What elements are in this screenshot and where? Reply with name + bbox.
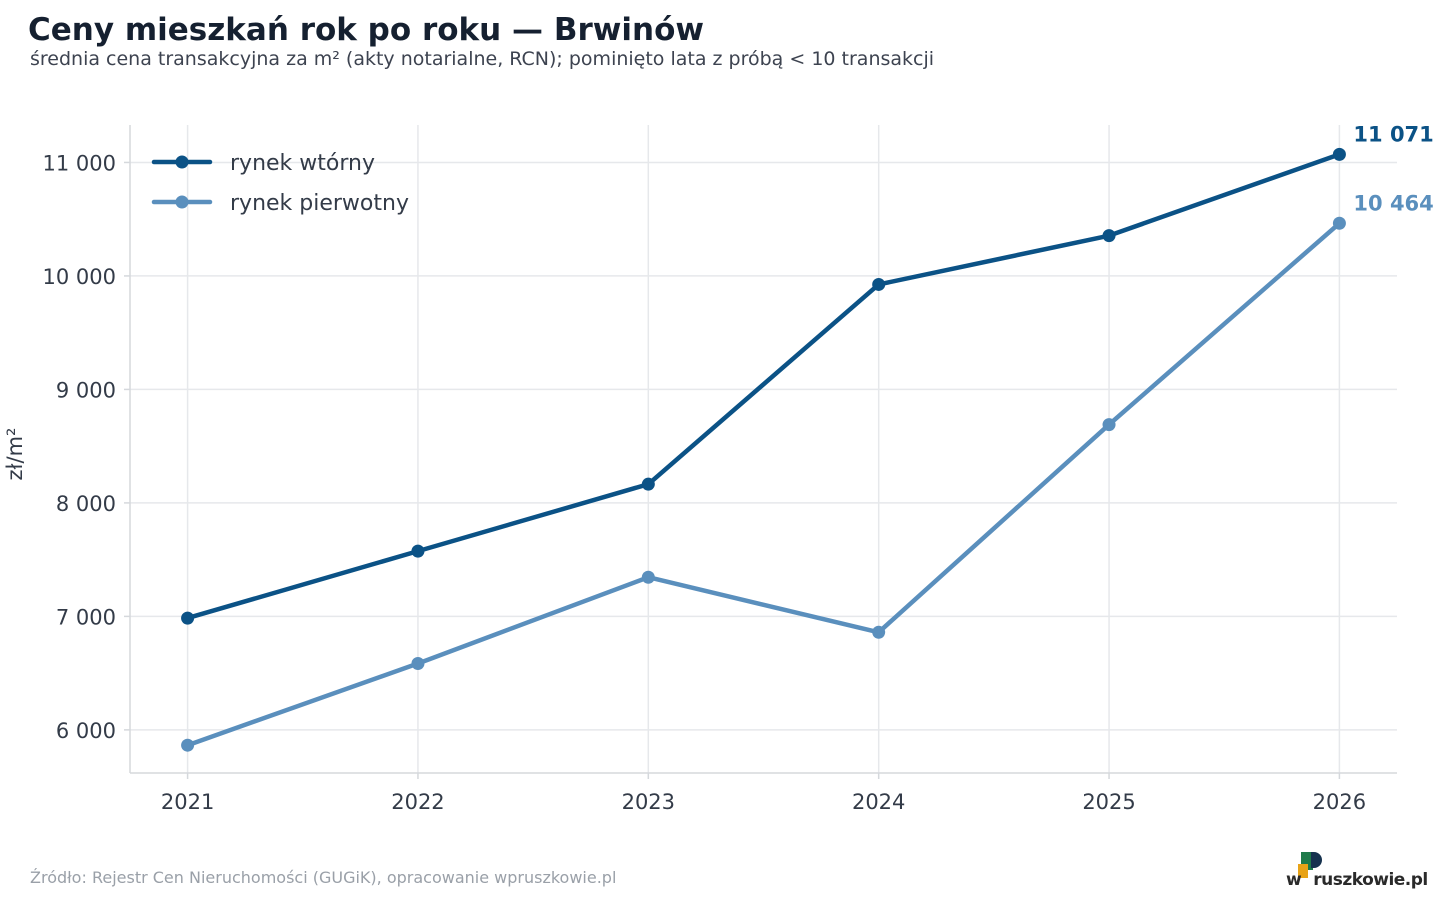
legend-label: rynek pierwotny <box>230 191 409 216</box>
logo-text-w: w <box>1286 870 1302 890</box>
data-point <box>641 477 655 491</box>
legend: rynek wtórny rynek pierwotny <box>151 151 409 216</box>
end-value-label: 10 464 <box>1353 191 1433 215</box>
data-point <box>411 544 425 558</box>
data-point <box>872 277 886 291</box>
data-point <box>1332 147 1346 161</box>
series-line <box>185 221 1342 748</box>
legend-marker <box>175 155 189 169</box>
y-tick-label: 7 000 <box>56 605 116 629</box>
grid <box>130 125 1397 773</box>
axes: 6 000 7 000 8 000 9 000 10 000 11 000 2021 2022… <box>3 125 1397 814</box>
series <box>181 147 1346 752</box>
logo-text-rest: ruszkowie.pl <box>1313 870 1428 890</box>
series-line <box>185 152 1342 621</box>
x-tick-label: 2025 <box>1082 790 1135 814</box>
data-point <box>181 611 195 625</box>
chart-title: Ceny mieszkań rok po roku — Brwinów <box>28 12 705 48</box>
data-point <box>411 656 425 670</box>
source-note: Źródło: Rejestr Cen Nieruchomości (GUGiK… <box>30 868 617 887</box>
legend-label: rynek wtórny <box>230 151 375 176</box>
data-point <box>872 625 886 639</box>
x-tick-label: 2022 <box>391 790 444 814</box>
y-tick-label: 11 000 <box>43 151 116 175</box>
x-tick-label: 2024 <box>852 790 905 814</box>
legend-marker <box>175 195 189 209</box>
data-point <box>1332 216 1346 230</box>
labels: 11 071 10 464 <box>1353 122 1433 215</box>
site-logo[interactable]: w ruszkowie.pl <box>1284 852 1428 892</box>
data-point <box>1102 418 1116 432</box>
logo-text: w ruszkowie.pl <box>1286 870 1428 890</box>
data-point <box>181 738 195 752</box>
y-axis-label: zł/m² <box>3 428 27 481</box>
y-tick-label: 6 000 <box>56 719 116 743</box>
x-tick-label: 2023 <box>622 790 675 814</box>
y-tick-label: 10 000 <box>43 265 116 289</box>
chart-subtitle: średnia cena transakcyjna za m² (akty no… <box>30 48 935 70</box>
y-tick-label: 8 000 <box>56 492 116 516</box>
y-tick-label: 9 000 <box>56 378 116 402</box>
end-value-label: 11 071 <box>1353 122 1433 146</box>
x-tick-label: 2026 <box>1313 790 1366 814</box>
logo-mark-icon <box>1298 852 1322 878</box>
data-point <box>641 570 655 584</box>
data-point <box>1102 229 1116 243</box>
x-tick-label: 2021 <box>161 790 214 814</box>
